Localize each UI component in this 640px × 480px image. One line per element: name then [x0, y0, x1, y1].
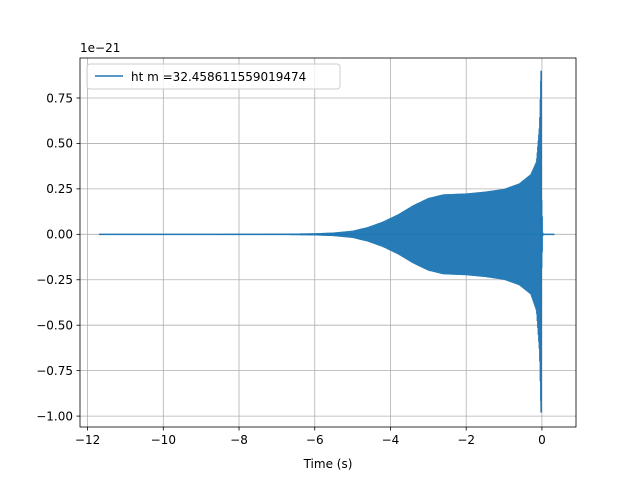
y-offset-label: 1e−21 [80, 41, 120, 55]
x-axis: −12 −10 −8 −6 −4 −2 0 [75, 427, 546, 447]
y-tick-label: 0.00 [46, 228, 73, 242]
y-tick-label: −0.50 [36, 319, 73, 333]
x-tick-label: −10 [151, 433, 176, 447]
legend-box [86, 63, 341, 90]
x-tick-label: −4 [382, 433, 400, 447]
x-tick-label: −12 [75, 433, 100, 447]
y-tick-label: −0.25 [36, 273, 73, 287]
y-tick-label: 0.25 [46, 182, 73, 196]
y-tick-label: 0.50 [46, 137, 73, 151]
y-tick-label: 0.75 [46, 91, 73, 105]
plot-frame [79, 57, 577, 428]
y-axis: −1.00 −0.75 −0.50 −0.25 0.00 0.25 0.50 0.75 [36, 91, 80, 423]
grid [80, 58, 576, 427]
y-tick-label: −1.00 [36, 409, 73, 423]
x-tick-label: −8 [230, 433, 248, 447]
series-layer [98, 70, 555, 413]
legend: ht m =32.458611559019474 [86, 63, 341, 90]
x-tick-label: −2 [457, 433, 475, 447]
y-tick-label: −0.75 [36, 364, 73, 378]
series-line [98, 70, 555, 413]
x-tick-label: 0 [538, 433, 546, 447]
legend-label: ht m =32.458611559019474 [131, 70, 306, 84]
x-tick-label: −6 [306, 433, 324, 447]
x-axis-label: Time (s) [303, 457, 353, 471]
